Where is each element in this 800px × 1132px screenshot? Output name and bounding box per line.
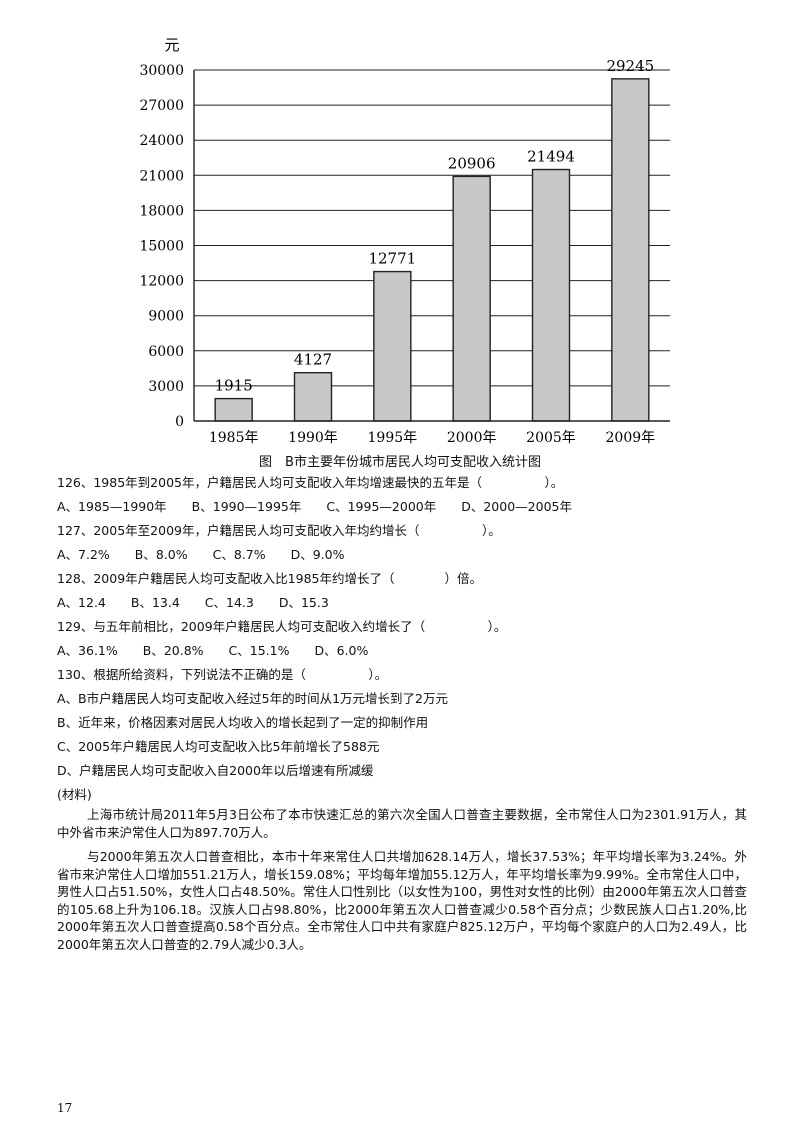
data-labels: 1915 4127 12771 20906 21494 29245 [215, 57, 655, 395]
question-130-option-a: A、B市户籍居民人均可支配收入经过5年的时间从1万元增长到了2万元 [57, 691, 448, 706]
y-tick-label: 30000 [139, 63, 184, 79]
y-tick-label: 21000 [139, 168, 184, 184]
data-label: 21494 [527, 148, 575, 166]
x-axis-ticks: 1985年 1990年 1995年 2000年 2005年 2009年 [209, 430, 655, 446]
bar-2005年 [531, 168, 571, 422]
y-tick-label: 15000 [139, 239, 184, 255]
y-tick-label: 24000 [139, 133, 184, 149]
bar-chart: 元 0 3000 6000 9000 12000 15000 18000 21000 24000… [139, 36, 670, 446]
x-tick-label: 2005年 [526, 430, 576, 446]
question-130-option-c: C、2005年户籍居民人均可支配收入比5年前增长了588元 [57, 739, 380, 754]
y-axis-ticks: 0 3000 6000 9000 12000 15000 18000 21000 24000 27… [139, 63, 184, 430]
bar-1985年 [214, 397, 253, 422]
question-126: 126、1985年到2005年，户籍居民人均可支配收入年均增速最快的五年是（ ）… [57, 475, 564, 490]
question-130-option-b: B、近年来，价格因素对居民人均收入的增长起到了一定的抑制作用 [57, 715, 429, 730]
question-126-options: A、1985—1990年 B、1990—1995年 C、1995—2000年 D… [57, 499, 572, 514]
data-label: 20906 [448, 154, 496, 172]
question-128: 128、2009年户籍居民人均可支配收入比1985年约增长了（ ）倍。 [57, 571, 482, 586]
question-129-options: A、36.1% B、20.8% C、15.1% D、6.0% [57, 643, 369, 658]
material-label: (材料) [57, 787, 92, 802]
y-tick-label: 27000 [139, 98, 184, 114]
grid-lines [194, 69, 670, 387]
material-paragraph-2: 与2000年第五次人口普查相比，本市十年来常住人口共增加628.14万人，增长3… [57, 849, 747, 952]
bar-1995年 [373, 270, 412, 422]
page-number: 17 [57, 1101, 73, 1115]
bar-2000年 [452, 175, 491, 422]
y-tick-label: 6000 [148, 344, 184, 360]
data-label: 4127 [294, 351, 332, 369]
question-127-options: A、7.2% B、8.0% C、8.7% D、9.0% [57, 547, 345, 562]
question-128-options: A、12.4 B、13.4 C、14.3 D、15.3 [57, 595, 329, 610]
x-tick-label: 1995年 [368, 430, 418, 446]
x-tick-label: 1985年 [209, 430, 259, 446]
y-tick-label: 12000 [139, 274, 184, 290]
bars [214, 78, 650, 422]
data-label: 12771 [368, 250, 416, 268]
bar-2009年 [611, 78, 650, 422]
x-tick-label: 2009年 [606, 430, 656, 446]
question-130-option-d: D、户籍居民人均可支配收入自2000年以后增速有所减缓 [57, 763, 374, 778]
y-tick-label: 0 [175, 414, 184, 430]
chart-caption: 图 B市主要年份城市居民人均可支配收入统计图 [259, 455, 541, 470]
y-tick-label: 3000 [148, 379, 184, 395]
question-127: 127、2005年至2009年，户籍居民人均可支配收入年均约增长（ ）。 [57, 523, 501, 538]
y-axis-unit-label: 元 [164, 36, 179, 54]
y-tick-label: 9000 [148, 309, 184, 325]
x-tick-label: 1990年 [288, 430, 338, 446]
x-tick-label: 2000年 [447, 430, 497, 446]
question-130: 130、根据所给资料，下列说法不正确的是（ ）。 [57, 667, 388, 682]
question-129: 129、与五年前相比，2009年户籍居民人均可支配收入约增长了（ ）。 [57, 619, 507, 634]
bar-1990年 [293, 372, 333, 422]
y-tick-label: 18000 [139, 203, 184, 219]
data-label: 29245 [606, 57, 654, 75]
data-label: 1915 [215, 377, 253, 395]
material-paragraph-1: 上海市统计局2011年5月3日公布了本市快速汇总的第六次全国人口普查主要数据，全… [57, 807, 747, 840]
